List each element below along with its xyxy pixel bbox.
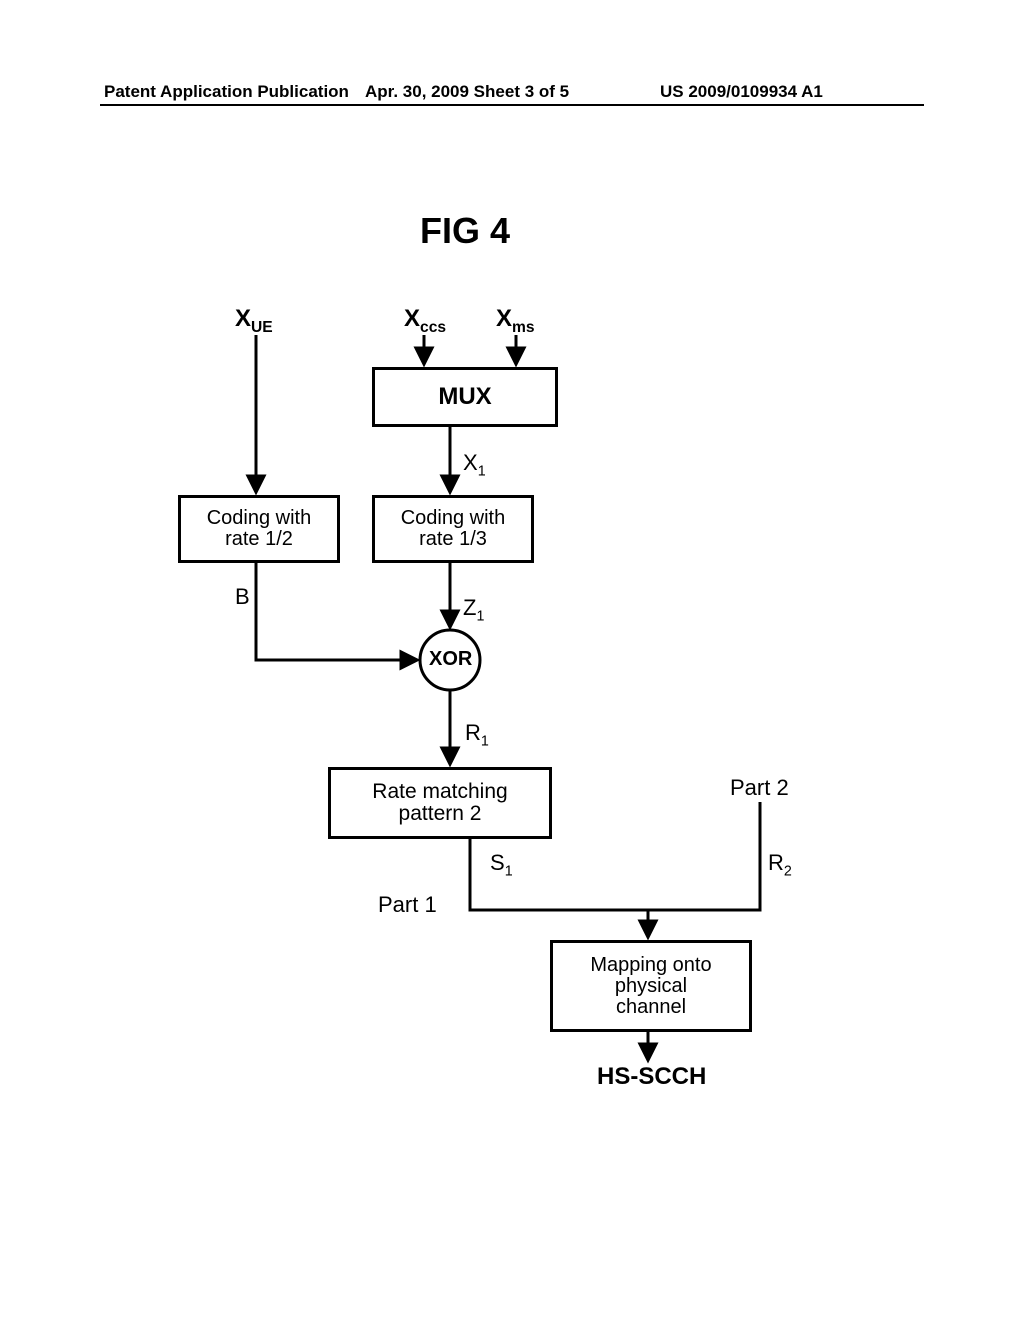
diagram-svg (0, 0, 1024, 1320)
header-center: Apr. 30, 2009 Sheet 3 of 5 (365, 82, 569, 102)
input-xms-label: Xms (496, 305, 535, 337)
mapping-box: Mapping onto physical channel (550, 940, 752, 1032)
part2-label: Part 2 (730, 775, 789, 801)
page: Patent Application Publication Apr. 30, … (0, 0, 1024, 1320)
mux-box: MUX (372, 367, 558, 427)
output-label: HS-SCCH (597, 1063, 706, 1091)
r2-label: R2 (768, 850, 792, 879)
b-label: B (235, 584, 250, 610)
rate-matching-box: Rate matching pattern 2 (328, 767, 552, 839)
header-rule (100, 104, 924, 106)
figure-title: FIG 4 (420, 210, 510, 252)
part1-label: Part 1 (378, 892, 437, 918)
z1-label: Z1 (463, 595, 484, 624)
header-right: US 2009/0109934 A1 (660, 82, 823, 102)
input-xue-label: XUE (235, 305, 273, 337)
input-xccs-label: Xccs (404, 305, 446, 337)
s1-label: S1 (490, 850, 513, 879)
x1-label: X1 (463, 450, 486, 479)
coding-half-box: Coding with rate 1/2 (178, 495, 340, 563)
xor-label: XOR (429, 648, 472, 671)
r1-label: R1 (465, 720, 489, 749)
header-left: Patent Application Publication (104, 82, 349, 102)
coding-third-box: Coding with rate 1/3 (372, 495, 534, 563)
